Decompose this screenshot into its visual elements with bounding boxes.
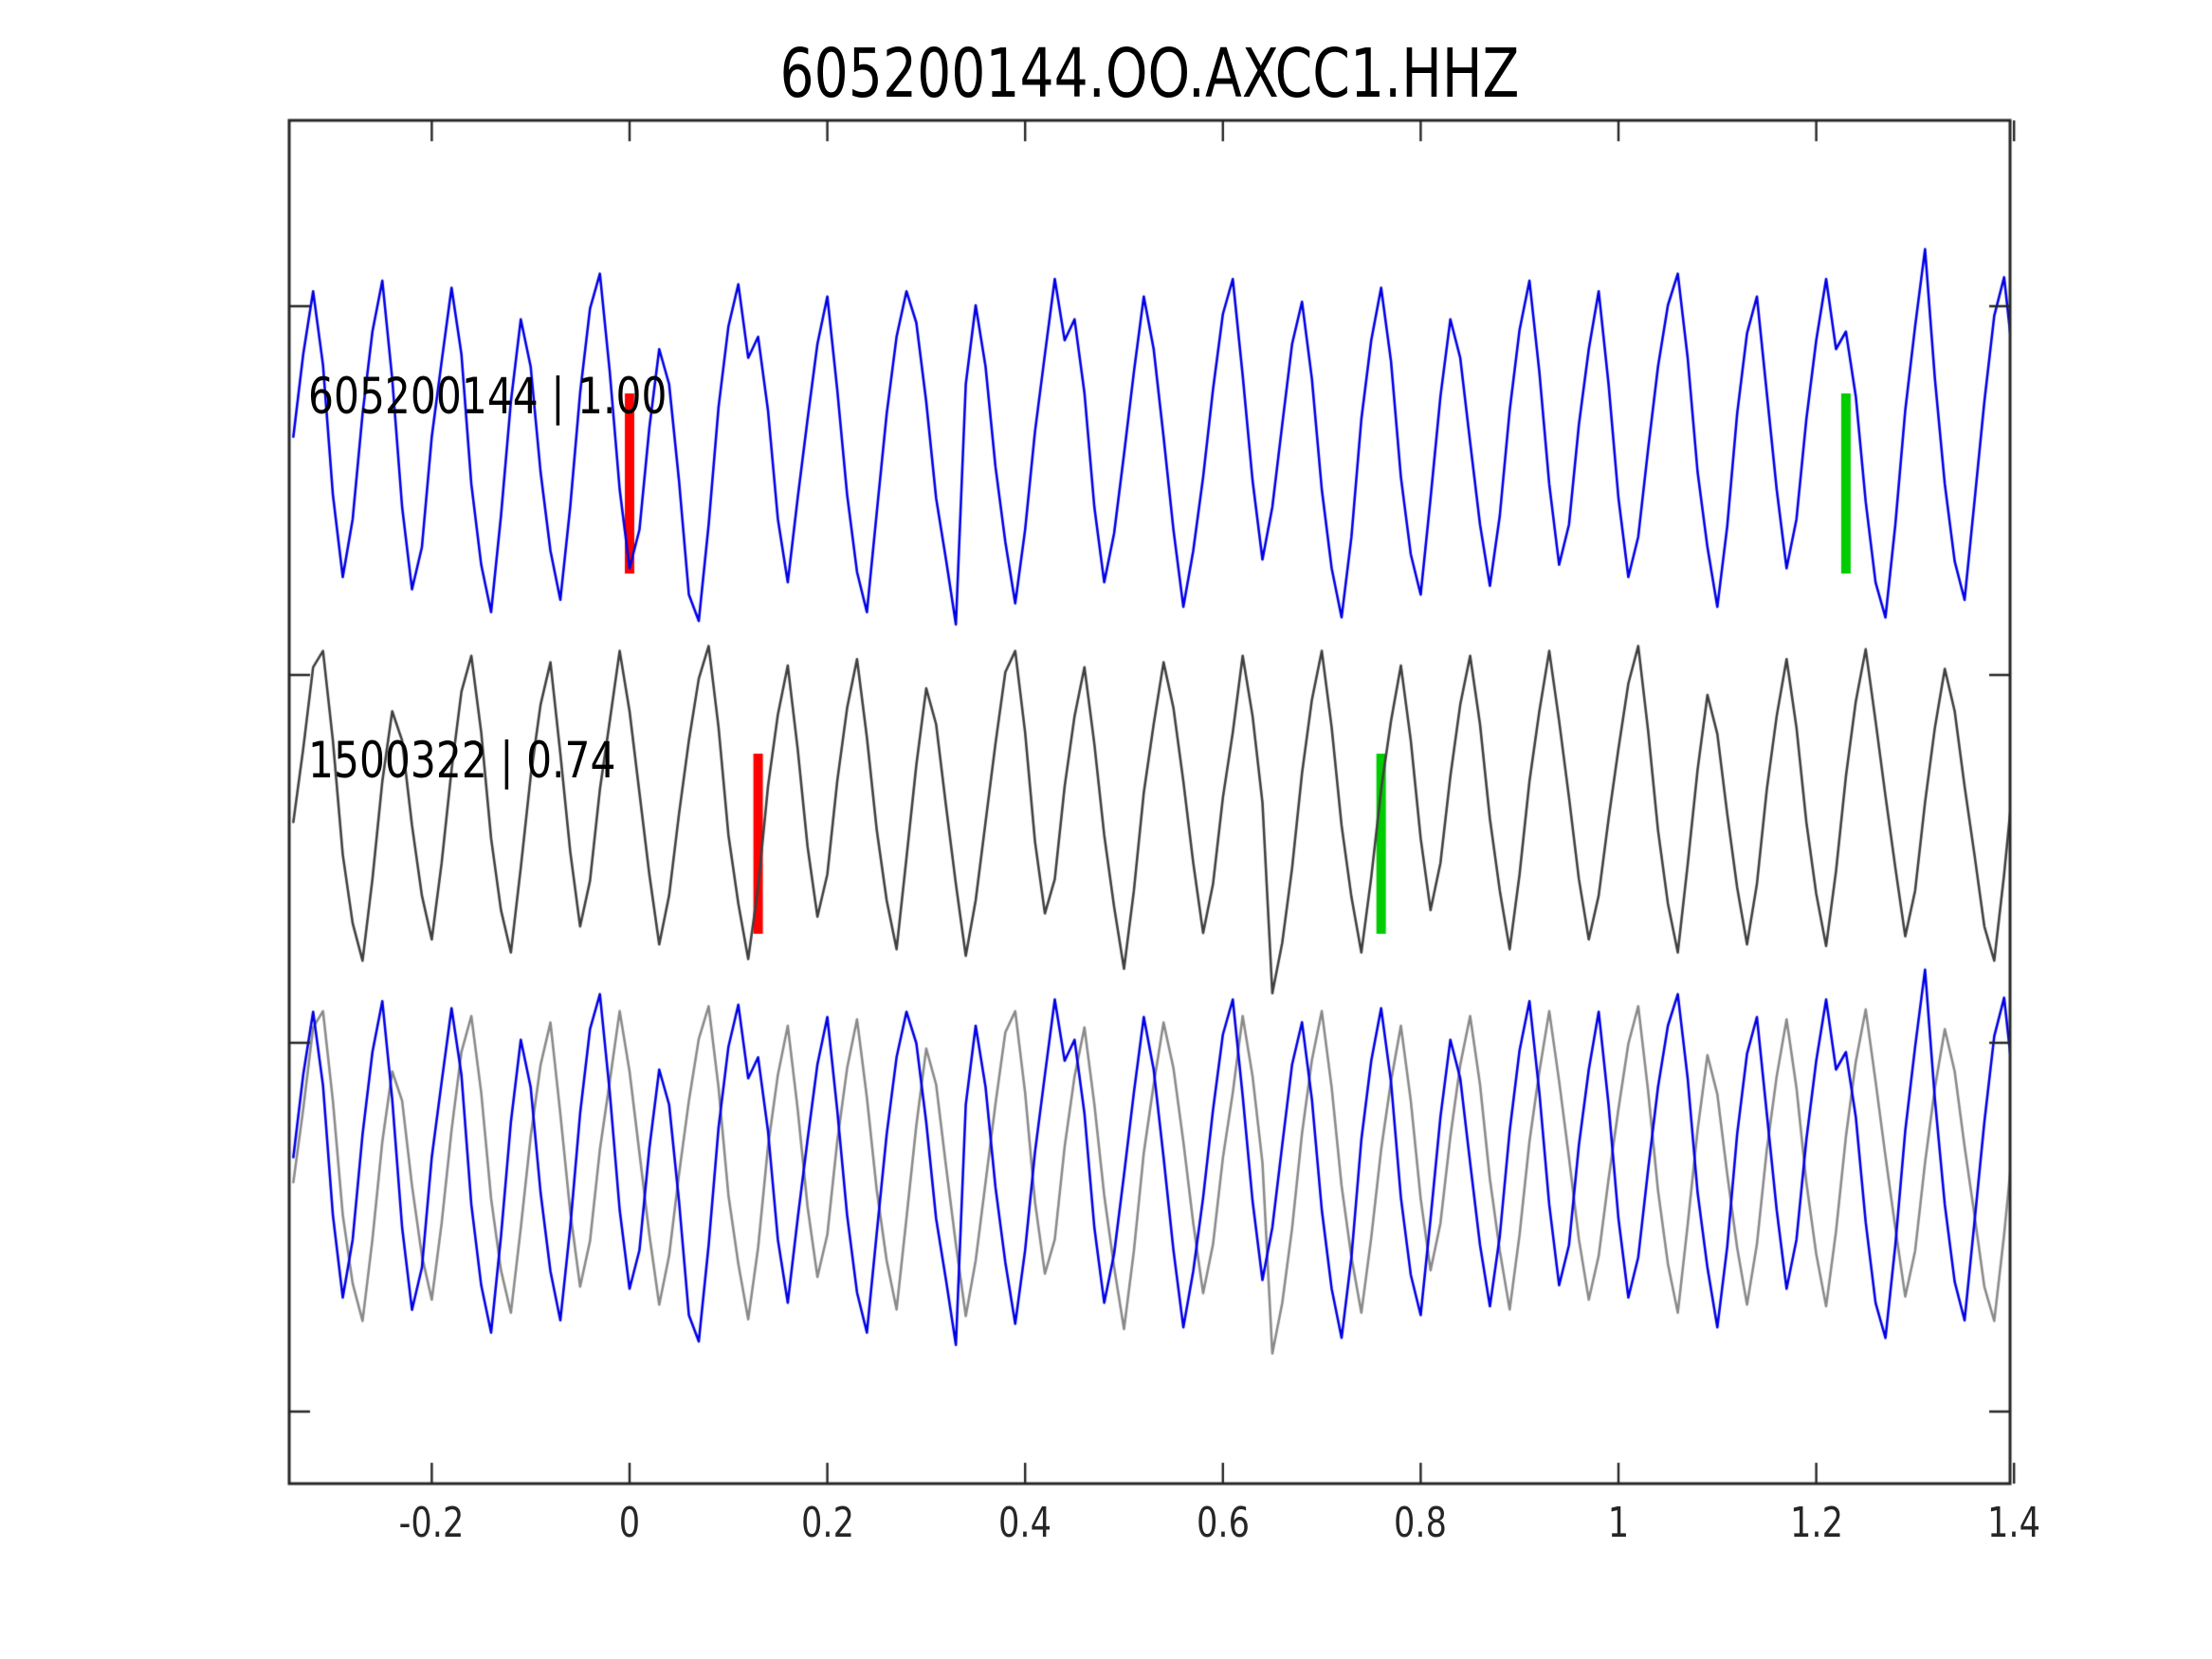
- x-tick-label: 0.8: [1394, 1499, 1448, 1547]
- x-tick-label: -0.2: [399, 1499, 465, 1547]
- trace-label-template: 605200144 | 1.00: [308, 368, 667, 426]
- x-tick-label: 1: [1607, 1499, 1630, 1547]
- x-tick-label: 1.4: [1987, 1499, 2041, 1547]
- x-tick-label: 0.2: [800, 1499, 854, 1547]
- x-tick-label: 0.6: [1196, 1499, 1250, 1547]
- x-tick-label: 0: [618, 1499, 641, 1547]
- x-tick-label: 1.2: [1789, 1499, 1843, 1547]
- x-tick-label: 0.4: [998, 1499, 1052, 1547]
- trace-label-detection: 1500322 | 0.74: [308, 732, 616, 790]
